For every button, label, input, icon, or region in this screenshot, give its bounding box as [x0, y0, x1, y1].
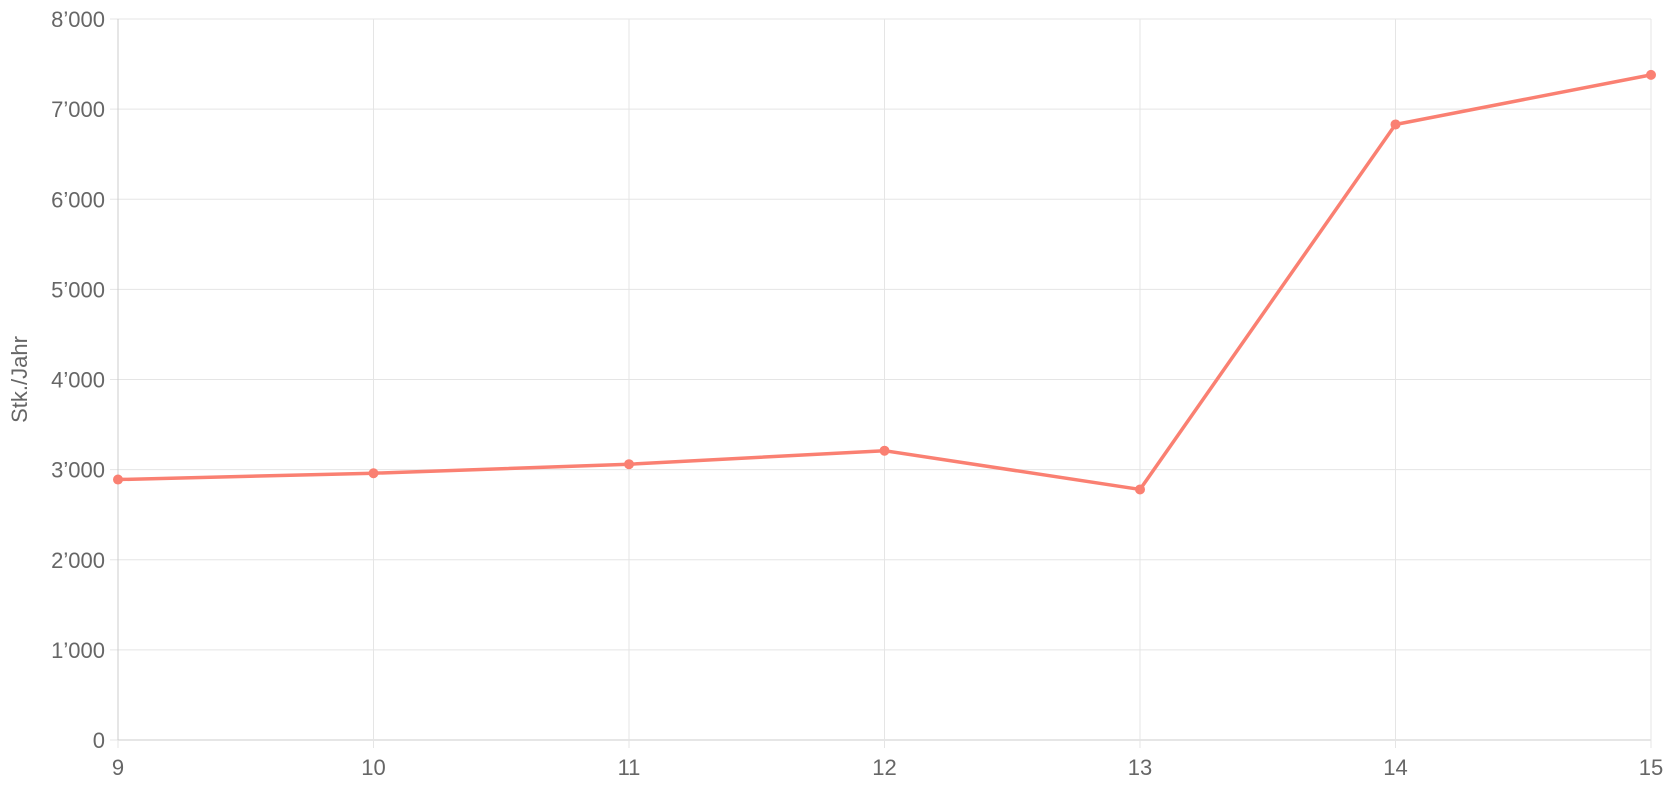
y-tick-label: 1’000: [51, 638, 105, 663]
data-point[interactable]: [624, 459, 634, 470]
y-tick-label: 0: [93, 728, 105, 753]
series-layer: [113, 69, 1656, 495]
x-tick-label: 15: [1639, 755, 1663, 780]
x-tick-label: 13: [1128, 755, 1152, 780]
axes: 0 1’000 2’000 3’000 4’000 5’000 6’000 7’000 8’00…: [51, 7, 1663, 780]
y-tick-label: 2’000: [51, 548, 105, 573]
y-axis-title: Stk./Jahr: [7, 336, 32, 423]
x-tick-label: 10: [361, 755, 385, 780]
data-point[interactable]: [879, 445, 890, 456]
y-tick-label: 8’000: [51, 7, 105, 32]
y-tick-label: 7’000: [51, 97, 105, 122]
y-tick-label: 5’000: [51, 277, 105, 302]
x-tick-label: 9: [112, 755, 124, 780]
data-point[interactable]: [113, 474, 123, 485]
y-tick-label: 4’000: [51, 368, 105, 393]
data-point[interactable]: [1135, 484, 1145, 495]
x-tick-label: 12: [872, 755, 896, 780]
data-point[interactable]: [368, 468, 379, 479]
x-tick-label: 11: [618, 755, 641, 780]
x-tick-label: 14: [1383, 755, 1407, 780]
data-point[interactable]: [1390, 119, 1401, 130]
data-point[interactable]: [1646, 69, 1656, 80]
y-tick-label: 3’000: [51, 458, 105, 483]
grid: [110, 18, 1652, 748]
y-tick-label: 6’000: [51, 187, 105, 212]
